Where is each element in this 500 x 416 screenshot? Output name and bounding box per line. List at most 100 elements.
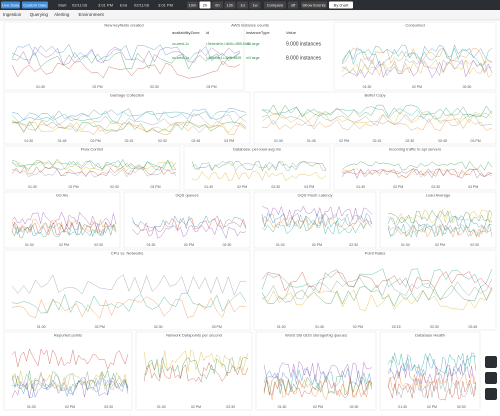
chart-line: [11, 46, 241, 66]
chart-line: [11, 51, 241, 70]
chart-line: [341, 59, 493, 79]
x-axis-label: 02:30: [349, 243, 358, 247]
range-button[interactable]: 1d: [240, 2, 244, 7]
chart-line: [11, 296, 247, 319]
chart-line: [341, 168, 493, 179]
x-axis-label: 02 PM: [353, 325, 363, 329]
x-axis-label: 02:30: [457, 405, 466, 409]
range-button[interactable]: 10m: [189, 2, 197, 7]
tab[interactable]: Alerting: [54, 12, 70, 17]
panel-frame: [3, 145, 181, 191]
chart-line: [387, 378, 477, 401]
panel: New keyfields created 01:30 02 PM 02:30 03 P…: [3, 21, 245, 91]
panel-frame: [3, 249, 251, 331]
chart-line: [11, 369, 129, 392]
chart-line: [261, 277, 493, 300]
range-button[interactable]: 1w: [252, 2, 257, 7]
chart-line: [341, 47, 493, 67]
panel-title: Worst DB GDS storage/big queues: [285, 333, 347, 338]
x-axis-label: 01:30: [398, 405, 407, 409]
x-axis-label: 03 PM: [150, 185, 160, 189]
panel: Reported points 01:30 02 PM 02:30: [3, 331, 133, 411]
chart-line: [387, 215, 493, 231]
chart-line: [11, 221, 117, 236]
by-chart-button-bg: [329, 1, 353, 9]
x-axis-label: 02:15: [392, 325, 401, 329]
chart-line: [11, 348, 129, 370]
chart-line: [11, 167, 177, 178]
panel-title: Network Datapoints per second: [166, 333, 222, 338]
side-button[interactable]: [485, 356, 497, 368]
x-axis-label: 01:30: [27, 405, 36, 409]
panel: Consumed 01:30 02 PM 02:30: [333, 21, 497, 91]
x-axis-label: 02:30: [158, 139, 167, 143]
chart-line: [387, 223, 493, 238]
custom-date-button[interactable]: Custom Date: [23, 2, 47, 7]
date-text: 02/11/16: [134, 2, 150, 7]
by-chart-button[interactable]: By chart: [334, 2, 350, 7]
chart-line: [261, 113, 493, 127]
tab[interactable]: Ingestion: [3, 12, 22, 17]
chart-line: [261, 212, 373, 228]
table-cell: 9.000 instances: [286, 41, 322, 47]
chart-line: [11, 120, 247, 133]
x-axis-label: 02:30: [470, 243, 479, 247]
range-button[interactable]: 12h: [227, 2, 234, 7]
range-button[interactable]: 2h: [203, 2, 207, 7]
x-axis-label: 01:30: [278, 405, 287, 409]
x-axis-label: 01:30: [356, 185, 365, 189]
x-axis-label: 01:30: [204, 185, 213, 189]
chart-line: [261, 111, 493, 125]
chart-line: [261, 284, 493, 307]
x-axis-label: 01:30: [276, 243, 285, 247]
x-axis-label: 01:45: [58, 139, 67, 143]
x-axis-label: 02:15: [373, 139, 382, 143]
chart-line: [11, 377, 129, 399]
panel-frame: [333, 21, 497, 91]
live-button[interactable]: Live Data: [2, 2, 20, 7]
x-axis-label: 02 PM: [191, 405, 201, 409]
table-cell: us-west-1c: [172, 42, 189, 46]
table-header: instanceType: [246, 30, 270, 35]
compare-button[interactable]: Compare: [267, 2, 284, 7]
x-axis-label: 02 PM: [65, 405, 75, 409]
panel-frame: [135, 331, 253, 411]
panel-frame: [3, 331, 133, 411]
x-axis-label: 01:30: [401, 243, 410, 247]
tab[interactable]: Environment: [79, 12, 105, 17]
chart-line: [11, 211, 117, 227]
chart-line: [263, 375, 373, 396]
x-axis-label: 02 PM: [339, 139, 349, 143]
x-axis-label: 02:30: [405, 139, 414, 143]
side-button[interactable]: [485, 388, 497, 400]
chart-line: [341, 47, 493, 65]
panel-title: Database Health: [415, 333, 445, 338]
events-button[interactable]: Show Events: [302, 2, 325, 7]
chart-line: [263, 368, 373, 390]
chart-line: [341, 168, 493, 178]
range-button[interactable]: 6h: [215, 2, 219, 7]
x-axis-label: 03 PM: [471, 139, 481, 143]
x-axis-label: 02 PM: [59, 243, 69, 247]
chart-line: [11, 108, 247, 122]
panel-title: Reported points: [54, 333, 82, 338]
chart-line: [261, 289, 493, 312]
table-header: id: [206, 30, 209, 35]
chart-line: [387, 209, 493, 224]
tab[interactable]: Querying: [30, 12, 49, 17]
chart-line: [143, 349, 249, 372]
panel-frame: [3, 91, 251, 145]
x-axis-label: 01:30: [363, 85, 372, 89]
off-toggle[interactable]: off: [291, 2, 296, 7]
chart-line: [341, 161, 493, 171]
panel-title: Consumed: [405, 23, 424, 28]
chart-line: [191, 160, 327, 172]
range-button-bg: [187, 1, 198, 9]
chart-line: [261, 106, 493, 120]
chart-line: [387, 362, 477, 384]
side-button[interactable]: [485, 372, 497, 384]
chart-line: [131, 224, 247, 239]
chart-line: [11, 218, 117, 234]
x-axis-label: 02:30: [94, 243, 103, 247]
date-text: 3:01 PM: [158, 2, 173, 7]
